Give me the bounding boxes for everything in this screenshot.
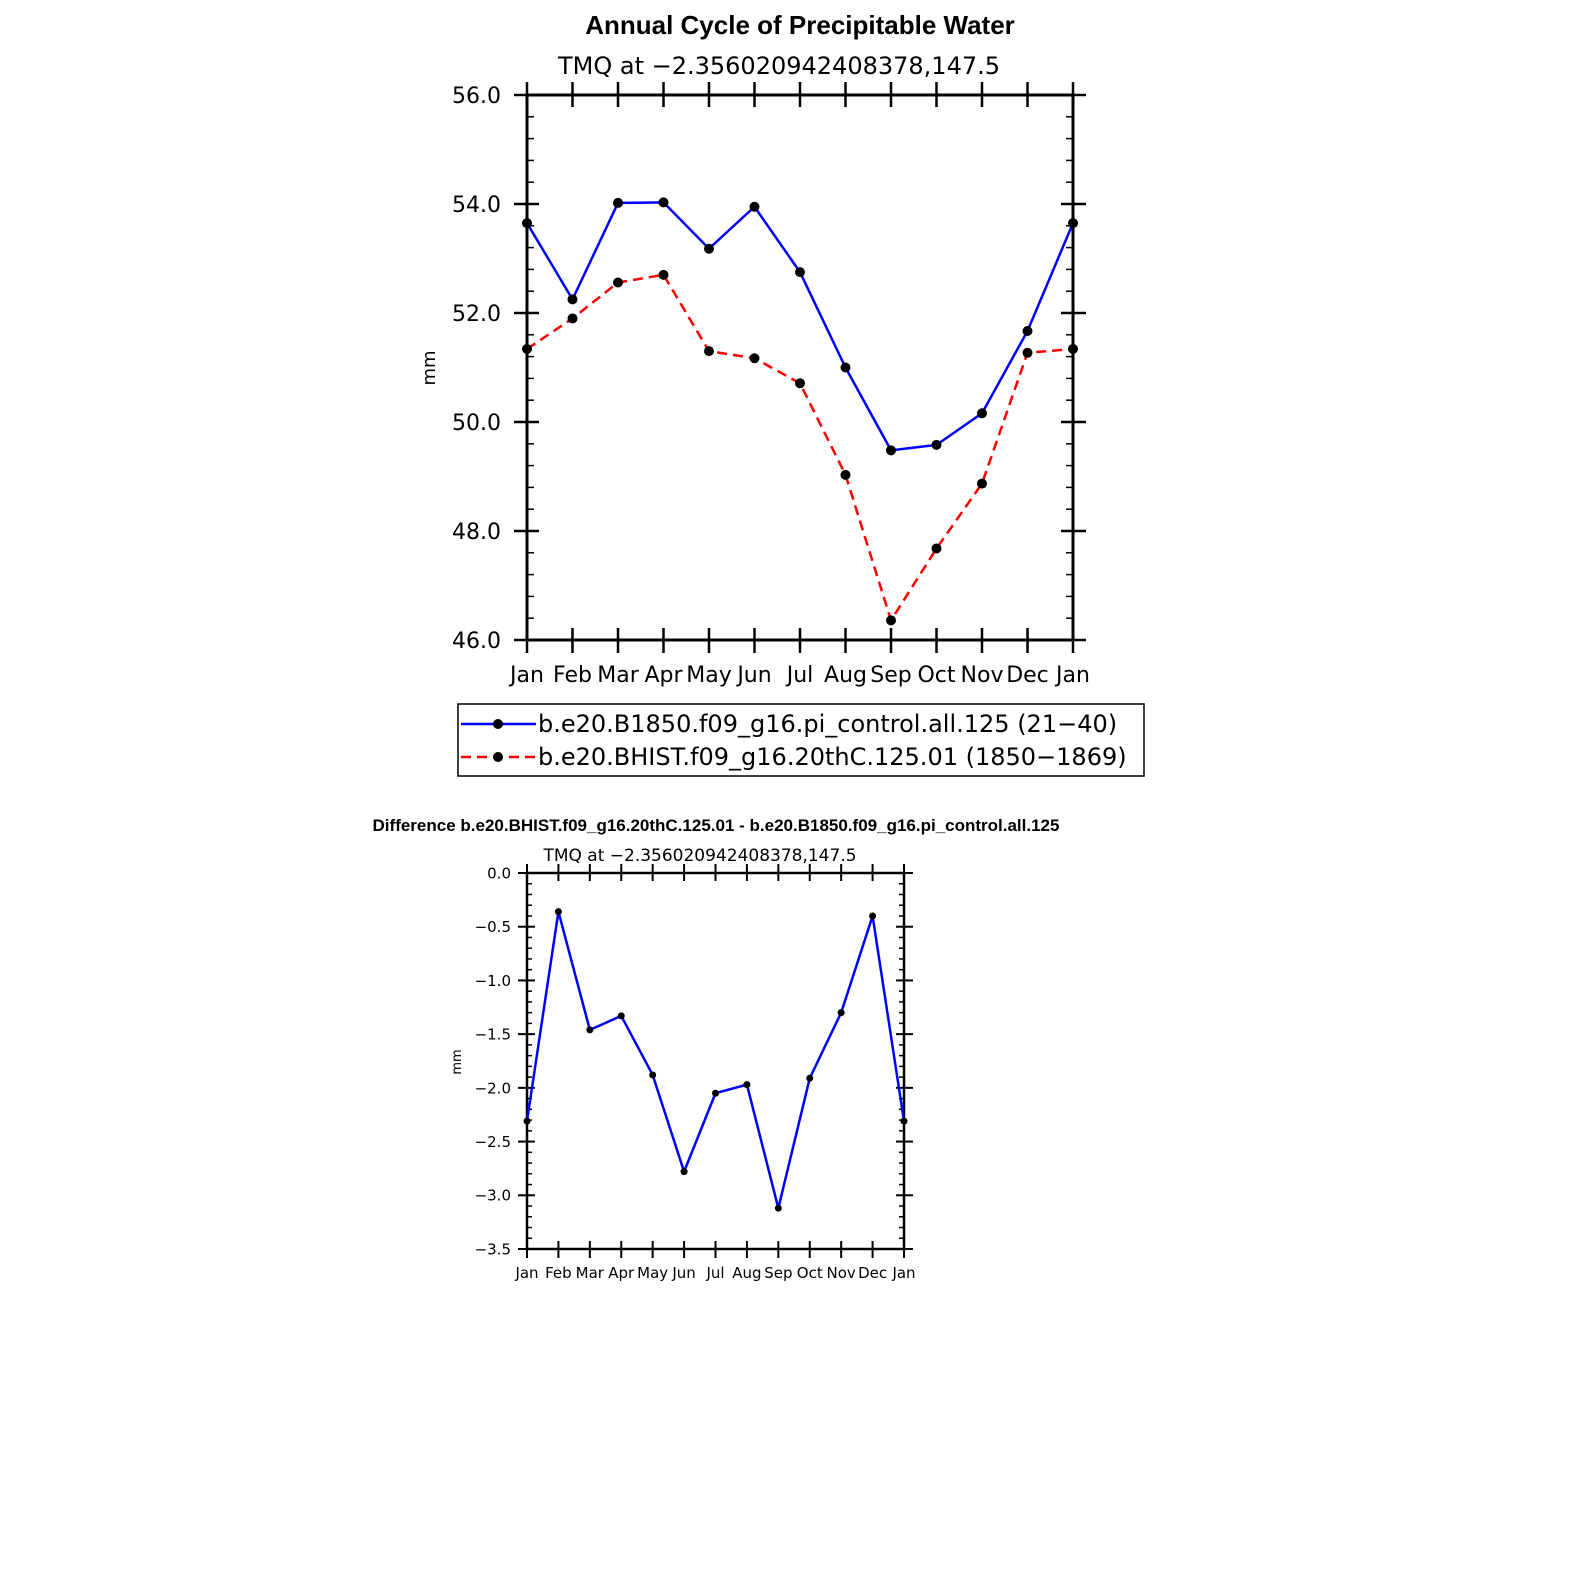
y-tick-label: 50.0: [452, 411, 501, 436]
x-tick-label: Sep: [870, 663, 911, 688]
difference-chart: Difference b.e20.BHIST.f09_g16.20thC.125…: [373, 816, 1060, 1282]
series-1-point: [680, 1168, 688, 1176]
legend-box: [457, 703, 1145, 777]
x-tick-label: Feb: [545, 1264, 572, 1282]
x-tick-label: Dec: [858, 1264, 887, 1282]
series-2-point: [840, 469, 851, 480]
series-1-point: [658, 197, 669, 208]
x-tick-label: May: [637, 1264, 668, 1282]
series-1-point: [749, 201, 760, 212]
series-1-point: [522, 218, 532, 229]
x-tick-label: Apr: [608, 1264, 635, 1282]
x-tick-label: Jun: [671, 1264, 695, 1282]
x-tick-label: Jan: [514, 1264, 538, 1282]
series-line-1: [525, 201, 1075, 452]
y-tick-label: −2.5: [475, 1133, 511, 1151]
x-tick-label: Jul: [705, 1264, 724, 1282]
x-tick-label: Oct: [797, 1264, 823, 1282]
series-1-point: [840, 362, 851, 373]
x-tick-label: Jul: [785, 663, 814, 688]
x-tick-label: Mar: [576, 1264, 605, 1282]
series-1-point: [649, 1071, 657, 1079]
x-tick-label: Jan: [891, 1264, 915, 1282]
series-1-point: [795, 267, 805, 278]
y-axis-label: mm: [450, 1049, 465, 1074]
series-2-point: [613, 277, 623, 288]
x-tick-label: May: [686, 663, 731, 688]
series-2-point: [1022, 347, 1033, 358]
legend-marker-control: [493, 719, 503, 729]
plot-frame: [525, 871, 906, 1251]
x-tick-label: Dec: [1006, 663, 1049, 688]
legend: b.e20.B1850.f09_g16.pi_control.all.125 (…: [457, 703, 1145, 777]
series-1-point: [806, 1074, 814, 1082]
y-axis-label: mm: [419, 350, 440, 385]
series-2-point: [658, 269, 669, 280]
x-tick-label: Oct: [917, 663, 955, 688]
y-tick-label: −3.0: [475, 1187, 511, 1205]
series-1-point: [523, 1117, 531, 1125]
x-tick-label: Mar: [597, 663, 639, 688]
series-2-point: [749, 353, 760, 364]
y-tick-label: 48.0: [452, 520, 501, 545]
series-1-point: [900, 1117, 908, 1125]
x-tick-label: Aug: [824, 663, 867, 688]
series-2-point: [1068, 343, 1078, 354]
series-2-point: [977, 478, 987, 489]
x-tick-label: Nov: [827, 1264, 856, 1282]
chart-subtitle: TMQ at −2.356020942408378,147.5: [542, 846, 856, 866]
y-tick-label: −3.5: [475, 1240, 511, 1258]
y-tick-label: −0.5: [475, 918, 511, 936]
series-1-point: [837, 1009, 845, 1017]
series-2-point: [795, 378, 805, 389]
y-tick-label: 54.0: [452, 193, 501, 218]
series-1-point: [977, 408, 987, 419]
plot-frame: [525, 93, 1075, 642]
series-2-point: [567, 313, 578, 324]
legend-label-control: b.e20.B1850.f09_g16.pi_control.all.125 (…: [538, 710, 1117, 738]
series-1-point: [886, 445, 896, 456]
series-2-point: [704, 346, 714, 357]
series-1-point: [613, 197, 623, 208]
series-line-1: [525, 911, 906, 1209]
y-tick-label: −1.5: [475, 1026, 511, 1044]
series-1-point: [704, 243, 714, 254]
annual-cycle-chart: Annual Cycle of Precipitable Water TMQ a…: [419, 10, 1145, 777]
series-1-point: [567, 294, 578, 305]
x-tick-label: Sep: [764, 1264, 792, 1282]
x-tick-label: Feb: [553, 663, 592, 688]
x-tick-label: Nov: [961, 663, 1004, 688]
series-1-point: [554, 908, 562, 916]
x-tick-label: Jan: [508, 663, 544, 688]
series-2-point: [886, 615, 896, 626]
series-1-point: [617, 1012, 625, 1020]
y-tick-label: −1.0: [475, 972, 511, 990]
series-1-point: [1068, 218, 1078, 229]
series-1-point: [1022, 325, 1033, 336]
y-tick-label: 56.0: [452, 84, 501, 109]
y-tick-label: −2.0: [475, 1079, 511, 1097]
chart-subtitle: TMQ at −2.356020942408378,147.5: [557, 52, 1000, 80]
x-tick-label: Jun: [735, 663, 771, 688]
y-tick-label: 46.0: [452, 629, 501, 654]
x-tick-label: Apr: [644, 663, 683, 688]
y-tick-label: 52.0: [452, 302, 501, 327]
series-1-point: [743, 1081, 751, 1089]
chart-title: Difference b.e20.BHIST.f09_g16.20thC.125…: [373, 816, 1060, 835]
series-1-point: [931, 439, 942, 450]
series-1-point: [586, 1026, 594, 1034]
series-2-point: [522, 343, 532, 354]
series-2-point: [931, 543, 942, 554]
series-line-2: [526, 273, 1074, 624]
series-1-point: [869, 912, 877, 920]
series-1-point: [774, 1204, 782, 1212]
x-tick-label: Jan: [1054, 663, 1090, 688]
legend-label-historical: b.e20.BHIST.f09_g16.20thC.125.01 (1850−1…: [538, 743, 1127, 771]
series-1-point: [712, 1089, 719, 1097]
chart-title: Annual Cycle of Precipitable Water: [585, 10, 1015, 40]
legend-marker-historical: [493, 752, 503, 762]
y-tick-label: 0.0: [487, 864, 511, 882]
x-tick-label: Aug: [732, 1264, 761, 1282]
